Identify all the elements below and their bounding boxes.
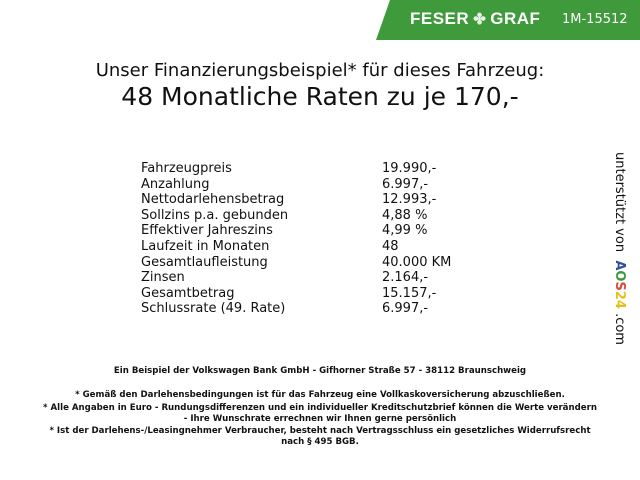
bank-info: Ein Beispiel der Volkswagen Bank GmbH - …: [113, 366, 527, 376]
footnote-3b: nach § 495 BGB.: [281, 437, 359, 447]
row-label: Sollzins p.a. gebunden: [141, 207, 289, 223]
row-value: 6.997,-: [382, 176, 429, 192]
table-row: Schlussrate (49. Rate) 6.997,-: [141, 301, 471, 317]
row-label: Nettodarlehensbetrag: [141, 192, 285, 208]
table-row: Laufzeit in Monaten 48: [141, 239, 471, 255]
brand-right: GRAF: [490, 9, 541, 28]
supported-by: unterstützt von AOS24 .com: [612, 152, 627, 345]
brand-banner: [376, 0, 640, 40]
row-label: Schlussrate (49. Rate): [141, 301, 286, 317]
table-row: Nettodarlehensbetrag 12.993,-: [141, 192, 471, 208]
aos24-logo: AOS24: [612, 260, 627, 309]
row-value: 4,99 %: [382, 223, 428, 239]
row-label: Fahrzeugpreis: [141, 161, 232, 176]
row-value: 2.164,-: [382, 270, 429, 286]
vehicle-code: 1M-15512: [562, 12, 628, 27]
row-label: Gesamtlaufleistung: [141, 254, 268, 270]
logo-suffix: .com: [612, 313, 627, 345]
finance-table: Fahrzeugpreis 19.990,- Anzahlung 6.997,- N…: [141, 161, 471, 317]
brand-logo: FESER ✤ GRAF: [410, 9, 540, 29]
row-value: 48: [382, 238, 399, 254]
footnote-2a: * Alle Angaben in Euro - Rundungsdiffere…: [43, 403, 597, 413]
table-row: Effektiver Jahreszins 4,99 %: [141, 223, 471, 239]
brand-left: FESER: [410, 9, 470, 28]
row-label: Zinsen: [141, 270, 185, 286]
supported-by-text: unterstützt von: [612, 152, 627, 253]
footnote-2b: - Ihre Wunschrate errechnen wir Ihnen ge…: [183, 414, 457, 424]
clover-icon: ✤: [473, 11, 487, 28]
row-value: 19.990,-: [382, 161, 437, 176]
row-value: 4,88 %: [382, 207, 428, 223]
table-row: Gesamtbetrag 15.157,-: [141, 286, 471, 302]
row-value: 40.000 KM: [382, 254, 452, 270]
title-line-2: 48 Monatliche Raten zu je 170,-: [121, 82, 519, 111]
row-label: Gesamtbetrag: [141, 285, 235, 301]
footnote-1: * Gemäß den Darlehensbedingungen ist für…: [75, 390, 565, 400]
row-label: Laufzeit in Monaten: [141, 238, 270, 254]
row-value: 6.997,-: [382, 301, 429, 317]
table-row: Fahrzeugpreis 19.990,-: [141, 161, 471, 177]
table-row: Sollzins p.a. gebunden 4,88 %: [141, 208, 471, 224]
table-row: Gesamtlaufleistung 40.000 KM: [141, 255, 471, 271]
row-value: 15.157,-: [382, 285, 437, 301]
row-label: Effektiver Jahreszins: [141, 223, 273, 239]
row-label: Anzahlung: [141, 176, 210, 192]
table-row: Anzahlung 6.997,-: [141, 177, 471, 193]
footnote-3a: * Ist der Darlehens-/Leasingnehmer Verbr…: [49, 426, 591, 436]
row-value: 12.993,-: [382, 192, 437, 208]
title-line-1: Unser Finanzierungsbeispiel* für dieses …: [95, 60, 545, 81]
table-row: Zinsen 2.164,-: [141, 270, 471, 286]
